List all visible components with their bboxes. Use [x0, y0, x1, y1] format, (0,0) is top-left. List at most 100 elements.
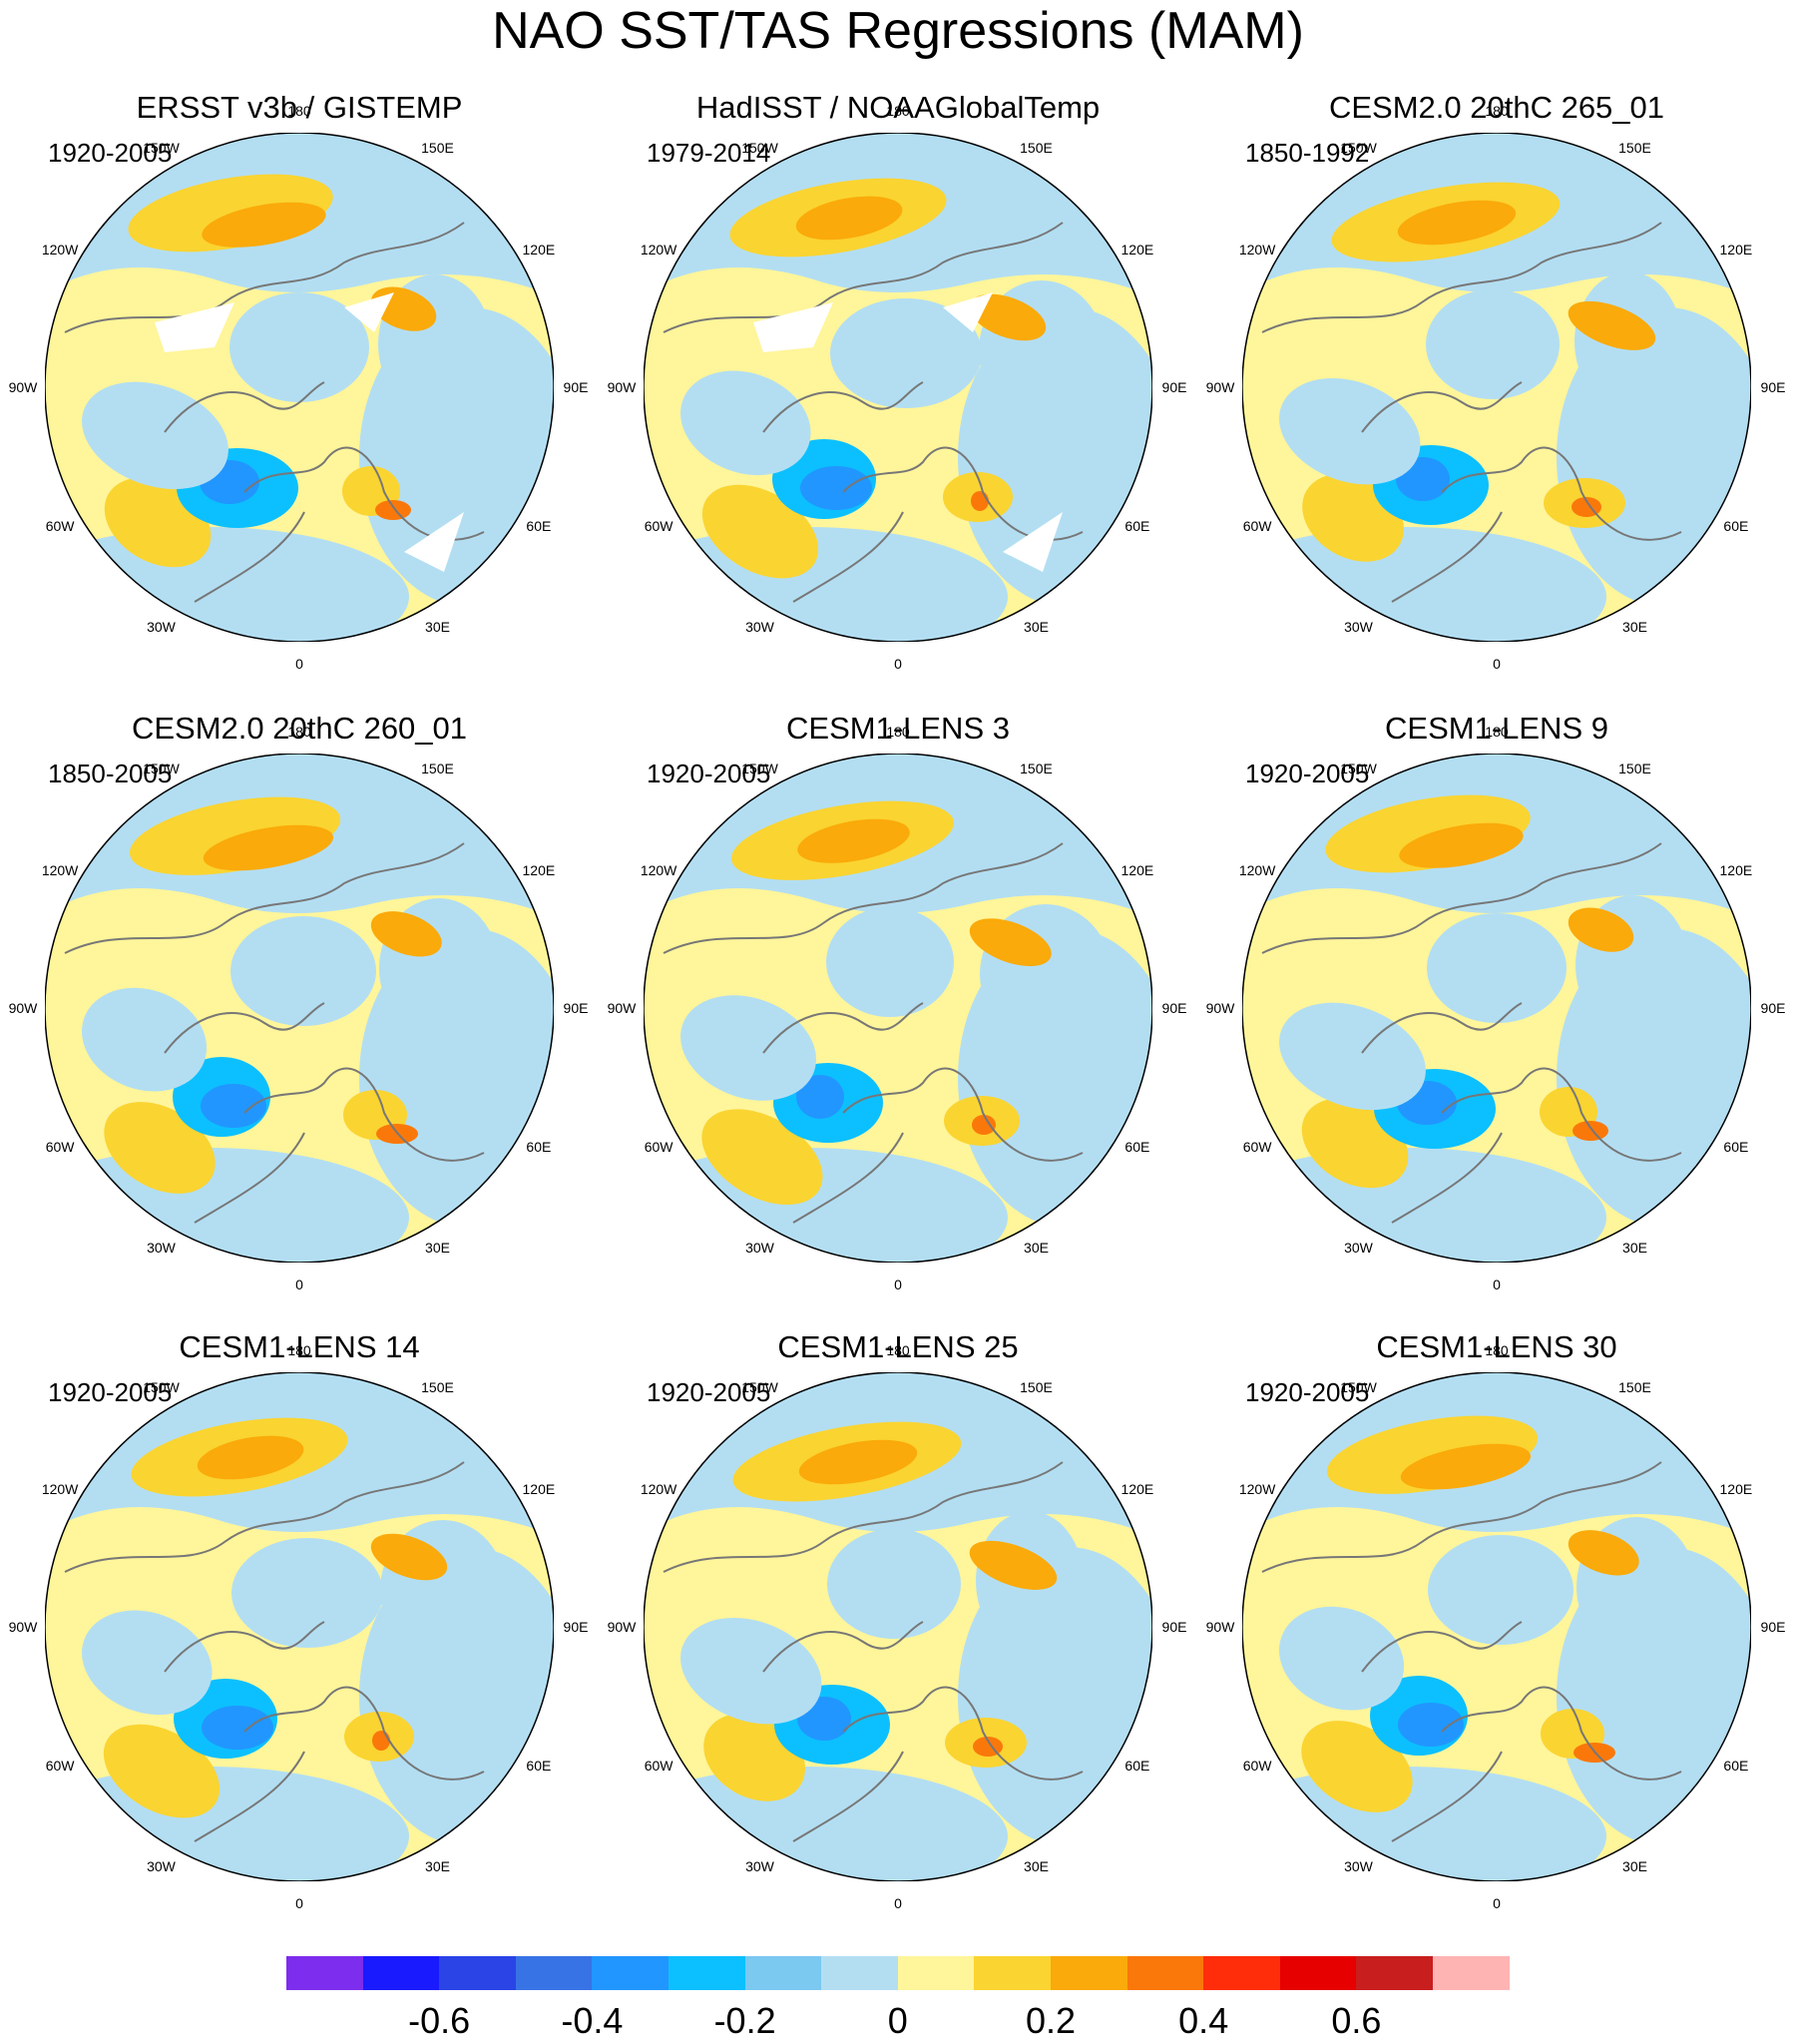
polar-map: [1242, 1372, 1751, 1881]
longitude-label: 60E: [1124, 1138, 1150, 1155]
colorbar: -0.6 -0.4 -0.2 0 0.2 0.4 0.6: [0, 1956, 1796, 2044]
longitude-label: 30W: [147, 618, 176, 635]
longitude-label: 120E: [1719, 1480, 1753, 1497]
longitude-label: 120W: [41, 241, 79, 257]
colorbar-cell: [1356, 1956, 1433, 1990]
longitude-label: 120W: [640, 1480, 677, 1497]
longitude-label: 30E: [425, 618, 450, 635]
longitude-label: 60W: [45, 1757, 75, 1774]
map-panel: CESM2.0 20thC 260_01 1850-2005 180 150E 120E…: [0, 709, 599, 1327]
longitude-label: 150E: [1618, 1379, 1651, 1396]
longitude-label: 150E: [421, 1379, 454, 1396]
longitude-label: 90E: [1161, 379, 1187, 395]
longitude-label: 30W: [1344, 1857, 1373, 1874]
colorbar-tick-label: 0.4: [1178, 2000, 1229, 2041]
longitude-label: 120W: [41, 861, 79, 878]
colorbar-cell: [974, 1956, 1051, 1990]
longitude-label: 60W: [45, 1138, 75, 1155]
colorbar-cell: [592, 1956, 669, 1990]
polar-map: [45, 133, 554, 642]
longitude-label: 120E: [1121, 241, 1154, 257]
panel-period: 1850-1992: [1245, 138, 1370, 168]
longitude-label: 30E: [425, 1857, 450, 1874]
panel-period: 1920-2005: [647, 759, 771, 788]
longitude-label: 0: [295, 656, 303, 672]
polar-map: [45, 754, 554, 1263]
longitude-label: 150W: [741, 140, 778, 157]
longitude-label: 150W: [1340, 140, 1377, 157]
longitude-label: 30W: [745, 1239, 774, 1256]
map-panel: CESM1-LENS 30 1920-2005 180 150E 120E 90E 60E 3…: [1197, 1327, 1796, 1946]
longitude-label: 120W: [41, 1480, 79, 1497]
longitude-label: 30W: [147, 1857, 176, 1874]
longitude-label: 120E: [522, 241, 556, 257]
colorbar-cell: [821, 1956, 898, 1990]
longitude-label: 120E: [522, 861, 556, 878]
polar-map: [1242, 133, 1751, 642]
longitude-label: 120E: [1121, 861, 1154, 878]
map-panel: ERSST v3b / GISTEMP 1920-2005 180 150E 120E 9…: [0, 88, 599, 707]
panel-title: CESM1-LENS 14: [179, 1329, 420, 1364]
longitude-label: 60E: [1124, 517, 1150, 534]
colorbar-cell: [1126, 1956, 1204, 1990]
panel-title: CESM1-LENS 3: [786, 711, 1010, 746]
longitude-label: 30E: [1024, 1857, 1049, 1874]
polar-map: [644, 1372, 1152, 1881]
longitude-label: 30E: [1024, 1239, 1049, 1256]
longitude-label: 90E: [563, 1000, 589, 1016]
longitude-label: 150E: [421, 140, 454, 157]
panel-period: 1920-2005: [1245, 759, 1370, 788]
panel-title: HadISST / NOAAGlobalTemp: [695, 90, 1101, 125]
longitude-label: 60E: [1723, 1757, 1749, 1774]
map-panel: HadISST / NOAAGlobalTemp 1979-2014 180 150E…: [599, 88, 1197, 707]
longitude-label: 60E: [1124, 1757, 1150, 1774]
map-panel: CESM1-LENS 14 1920-2005 180 150E 120E 90E 60E 3…: [0, 1327, 599, 1946]
longitude-label: 30W: [1344, 618, 1373, 635]
longitude-label: 120W: [1238, 861, 1276, 878]
longitude-label: 60W: [1242, 1757, 1272, 1774]
longitude-label: 90E: [1760, 1619, 1786, 1635]
longitude-label: 150E: [1618, 140, 1651, 157]
longitude-label: 90W: [8, 1619, 38, 1635]
longitude-label: 150E: [1020, 140, 1053, 157]
longitude-label: 90W: [8, 1000, 38, 1016]
longitude-label: 90E: [1161, 1619, 1187, 1635]
colorbar-cell: [1279, 1956, 1357, 1990]
colorbar-cell: [1051, 1956, 1127, 1990]
polar-map: [45, 1372, 554, 1881]
panel-title: CESM2.0 20thC 260_01: [131, 711, 468, 746]
panel-title: CESM1-LENS 30: [1376, 1329, 1617, 1364]
longitude-label: 150W: [143, 1379, 180, 1396]
map-panel: CESM1-LENS 25 1920-2005 180 150E 120E 90E 60E 3…: [599, 1327, 1197, 1946]
polar-map: [1242, 754, 1751, 1263]
longitude-label: 180: [287, 1342, 311, 1358]
longitude-label: 30W: [147, 1239, 176, 1256]
longitude-label: 150E: [1020, 1379, 1053, 1396]
colorbar-tick-label: 0: [887, 2000, 908, 2041]
figure-title: NAO SST/TAS Regressions (MAM): [492, 2, 1304, 60]
longitude-label: 150W: [143, 761, 180, 777]
longitude-label: 0: [295, 1895, 303, 1911]
longitude-label: 150W: [741, 1379, 778, 1396]
longitude-label: 180: [1485, 1342, 1509, 1358]
longitude-label: 180: [1485, 103, 1509, 119]
colorbar-tick-label: -0.4: [561, 2000, 624, 2041]
longitude-label: 30W: [1344, 1239, 1373, 1256]
colorbar-cell: [897, 1956, 975, 1990]
longitude-label: 90E: [1760, 379, 1786, 395]
colorbar-cell: [1433, 1956, 1510, 1990]
longitude-label: 60W: [1242, 517, 1272, 534]
longitude-label: 60W: [644, 1757, 674, 1774]
longitude-label: 150E: [1618, 761, 1651, 777]
longitude-label: 60W: [1242, 1138, 1272, 1155]
longitude-label: 90E: [1760, 1000, 1786, 1016]
colorbar-cell: [439, 1956, 516, 1990]
longitude-label: 150W: [741, 761, 778, 777]
longitude-label: 150E: [1020, 761, 1053, 777]
longitude-label: 0: [295, 1277, 303, 1292]
longitude-label: 60E: [526, 1757, 552, 1774]
longitude-label: 180: [1485, 724, 1509, 740]
longitude-label: 90W: [607, 1000, 637, 1016]
longitude-label: 30E: [1622, 1239, 1647, 1256]
longitude-label: 90W: [1205, 1619, 1235, 1635]
